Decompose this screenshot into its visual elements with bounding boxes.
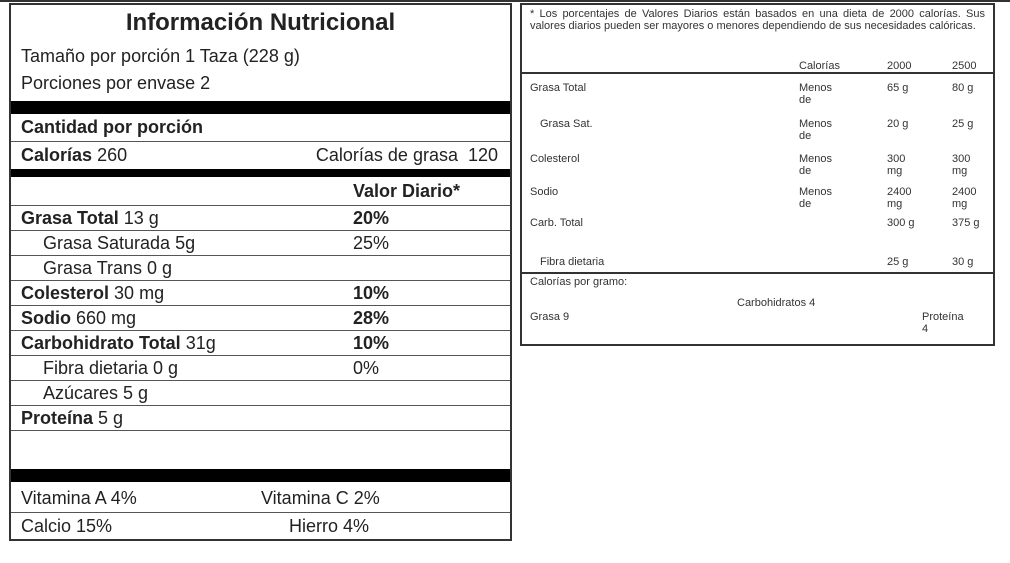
footnote-v2000: 65 g bbox=[887, 82, 909, 94]
nutrient-name: Proteína bbox=[21, 408, 94, 428]
vitamin-c: Vitamina C 2% bbox=[261, 488, 380, 508]
footnote-v2500: 80 g bbox=[952, 82, 974, 94]
footnote-v2000: 20 g bbox=[887, 118, 909, 130]
footnote-v2000: 300 mg bbox=[887, 153, 906, 177]
nutrient-dv: 20% bbox=[353, 208, 390, 228]
nutrient-dv: 0% bbox=[353, 358, 380, 378]
footnote-v2500: 375 g bbox=[952, 217, 980, 229]
footnote-v2500: 2400 mg bbox=[952, 186, 977, 210]
fat-per-gram: Grasa 9 bbox=[530, 311, 570, 323]
footnote-limit: Menos de bbox=[799, 153, 833, 177]
dv-header: Valor Diario* bbox=[353, 181, 461, 201]
calcium: Calcio 15% bbox=[21, 516, 113, 536]
nutrient-amount: 30 mg bbox=[114, 283, 165, 303]
carbs-per-gram: Carbohidratos 4 bbox=[737, 297, 816, 309]
nutrient-amount: 31g bbox=[185, 333, 216, 353]
iron: Hierro 4% bbox=[289, 516, 370, 536]
fat-calories: Calorías de grasa 120 bbox=[315, 145, 498, 165]
daily-values-footnote: * Los porcentajes de Valores Diarios est… bbox=[520, 3, 995, 346]
cal-per-gram: Calorías por gramo: bbox=[530, 276, 628, 288]
header-2500: 2500 bbox=[952, 60, 977, 72]
nutrient-name: Fibra dietaria 0 g bbox=[43, 358, 179, 378]
header-calories: Calorías bbox=[799, 60, 840, 72]
nutrient-name: Azúcares 5 g bbox=[43, 383, 149, 403]
footnote-name: Carb. Total bbox=[530, 217, 583, 229]
footnote-v2500: 30 g bbox=[952, 256, 974, 268]
calories-label: Calorías bbox=[21, 145, 93, 165]
header-2000: 2000 bbox=[887, 60, 912, 72]
footnote-limit: Menos de bbox=[799, 118, 833, 142]
top-border bbox=[0, 0, 1010, 2]
nutrient-name: Grasa Saturada 5g bbox=[43, 233, 196, 253]
nutrient-name: Carbohidrato Total bbox=[21, 333, 181, 353]
footnote-v2000: 300 g bbox=[887, 217, 915, 229]
footnote-v2000: 2400 mg bbox=[887, 186, 912, 210]
footnote-name: Sodio bbox=[530, 186, 559, 198]
nutrition-label: Información Nutricional Tamaño por porci… bbox=[9, 3, 512, 541]
servings-per-container: Porciones por envase 2 bbox=[21, 73, 211, 93]
footnote-name: Colesterol bbox=[530, 153, 580, 165]
vitamin-a: Vitamina A 4% bbox=[21, 488, 137, 508]
protein-per-gram: Proteína 4 bbox=[922, 311, 964, 335]
footnote-v2500: 300 mg bbox=[952, 153, 971, 177]
nutrient-dv: 28% bbox=[353, 308, 390, 328]
medium-divider bbox=[11, 169, 510, 177]
nutrient-amount: 13 g bbox=[123, 208, 159, 228]
nutrient-name: Grasa Total bbox=[21, 208, 119, 228]
footnote-name: Fibra dietaria bbox=[540, 256, 605, 268]
footnote-limit: Menos de bbox=[799, 186, 833, 210]
footnote-name: Grasa Total bbox=[530, 82, 587, 94]
footnote-limit: Menos de bbox=[799, 82, 833, 106]
footnote-name: Grasa Sat. bbox=[540, 118, 593, 130]
nutrient-dv: 10% bbox=[353, 333, 390, 353]
amount-header: Cantidad por porción bbox=[21, 117, 203, 137]
calories-value: 260 bbox=[97, 145, 128, 165]
thick-divider-bottom bbox=[11, 469, 510, 482]
nutrient-amount: 5 g bbox=[98, 408, 124, 428]
footnote-v2000: 25 g bbox=[887, 256, 909, 268]
nutrient-dv: 25% bbox=[353, 233, 390, 253]
serving-size: Tamaño por porción 1 Taza (228 g) bbox=[21, 46, 300, 66]
nutrient-amount: 660 mg bbox=[76, 308, 137, 328]
thick-divider bbox=[11, 101, 510, 114]
footnote-text: * Los porcentajes de Valores Diarios est… bbox=[530, 8, 985, 32]
nutrient-name: Colesterol bbox=[21, 283, 110, 303]
nutrient-name: Sodio bbox=[21, 308, 71, 328]
footnote-v2500: 25 g bbox=[952, 118, 974, 130]
nutrient-name: Grasa Trans 0 g bbox=[43, 258, 173, 278]
nutrient-dv: 10% bbox=[353, 283, 390, 303]
label-title: Información Nutricional bbox=[125, 9, 396, 36]
